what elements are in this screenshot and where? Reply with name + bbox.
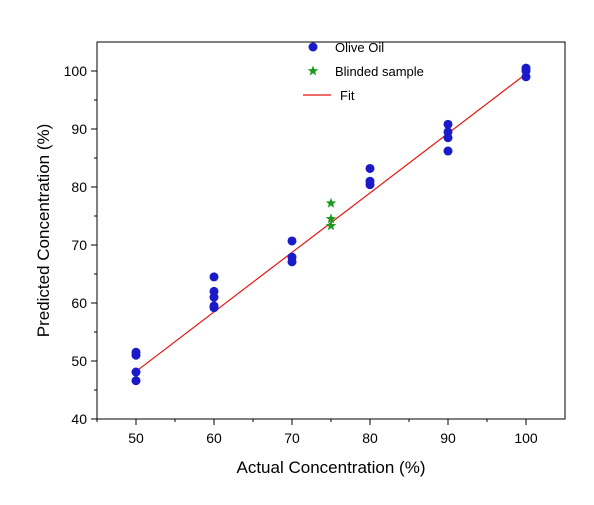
- y-tick-label: 100: [64, 63, 88, 79]
- olive-oil-point: [131, 367, 141, 377]
- olive-oil-point: [209, 272, 219, 282]
- olive-oil-point: [287, 236, 297, 246]
- legend-label: Blinded sample: [335, 64, 424, 79]
- olive-oil-point: [209, 303, 219, 313]
- olive-oil-point: [521, 72, 531, 82]
- olive-oil-point: [365, 163, 375, 173]
- y-tick-label: 80: [71, 179, 87, 195]
- legend-label: Olive Oil: [335, 40, 384, 55]
- plot-frame: [96, 41, 566, 420]
- olive-oil-point: [443, 146, 453, 156]
- x-axis-label: Actual Concentration (%): [237, 458, 426, 477]
- olive-oil-point: [443, 133, 453, 143]
- axis-ticks: 50 60 70 80 90 100 40 50 60 70 80 90 100: [64, 63, 538, 446]
- axes-frame: [96, 41, 566, 420]
- x-tick-label: 50: [128, 430, 144, 446]
- legend-olive-oil-marker: [308, 42, 318, 52]
- blinded-sample-point: [325, 220, 337, 231]
- x-tick-label: 60: [206, 430, 222, 446]
- olive-oil-point: [131, 350, 141, 360]
- data-points: [131, 63, 531, 386]
- blinded-sample-point: [325, 213, 337, 224]
- olive-oil-point: [365, 180, 375, 190]
- y-tick-label: 60: [71, 295, 87, 311]
- x-tick-label: 90: [440, 430, 456, 446]
- x-tick-label: 80: [362, 430, 378, 446]
- x-tick-label: 70: [284, 430, 300, 446]
- legend-blinded-sample-marker: [307, 65, 319, 76]
- y-axis-label: Predicted Concentration (%): [34, 124, 53, 338]
- y-tick-label: 50: [71, 353, 87, 369]
- legend-label: Fit: [340, 88, 355, 103]
- x-tick-label: 100: [514, 430, 538, 446]
- olive-oil-point: [131, 376, 141, 386]
- y-tick-label: 40: [71, 411, 87, 427]
- legend: Olive Oil Blinded sample Fit: [303, 40, 424, 103]
- blinded-sample-point: [325, 197, 337, 208]
- y-tick-label: 70: [71, 237, 87, 253]
- olive-oil-point: [443, 119, 453, 129]
- y-tick-label: 90: [71, 121, 87, 137]
- olive-oil-point: [287, 257, 297, 267]
- olive-oil-point: [209, 292, 219, 302]
